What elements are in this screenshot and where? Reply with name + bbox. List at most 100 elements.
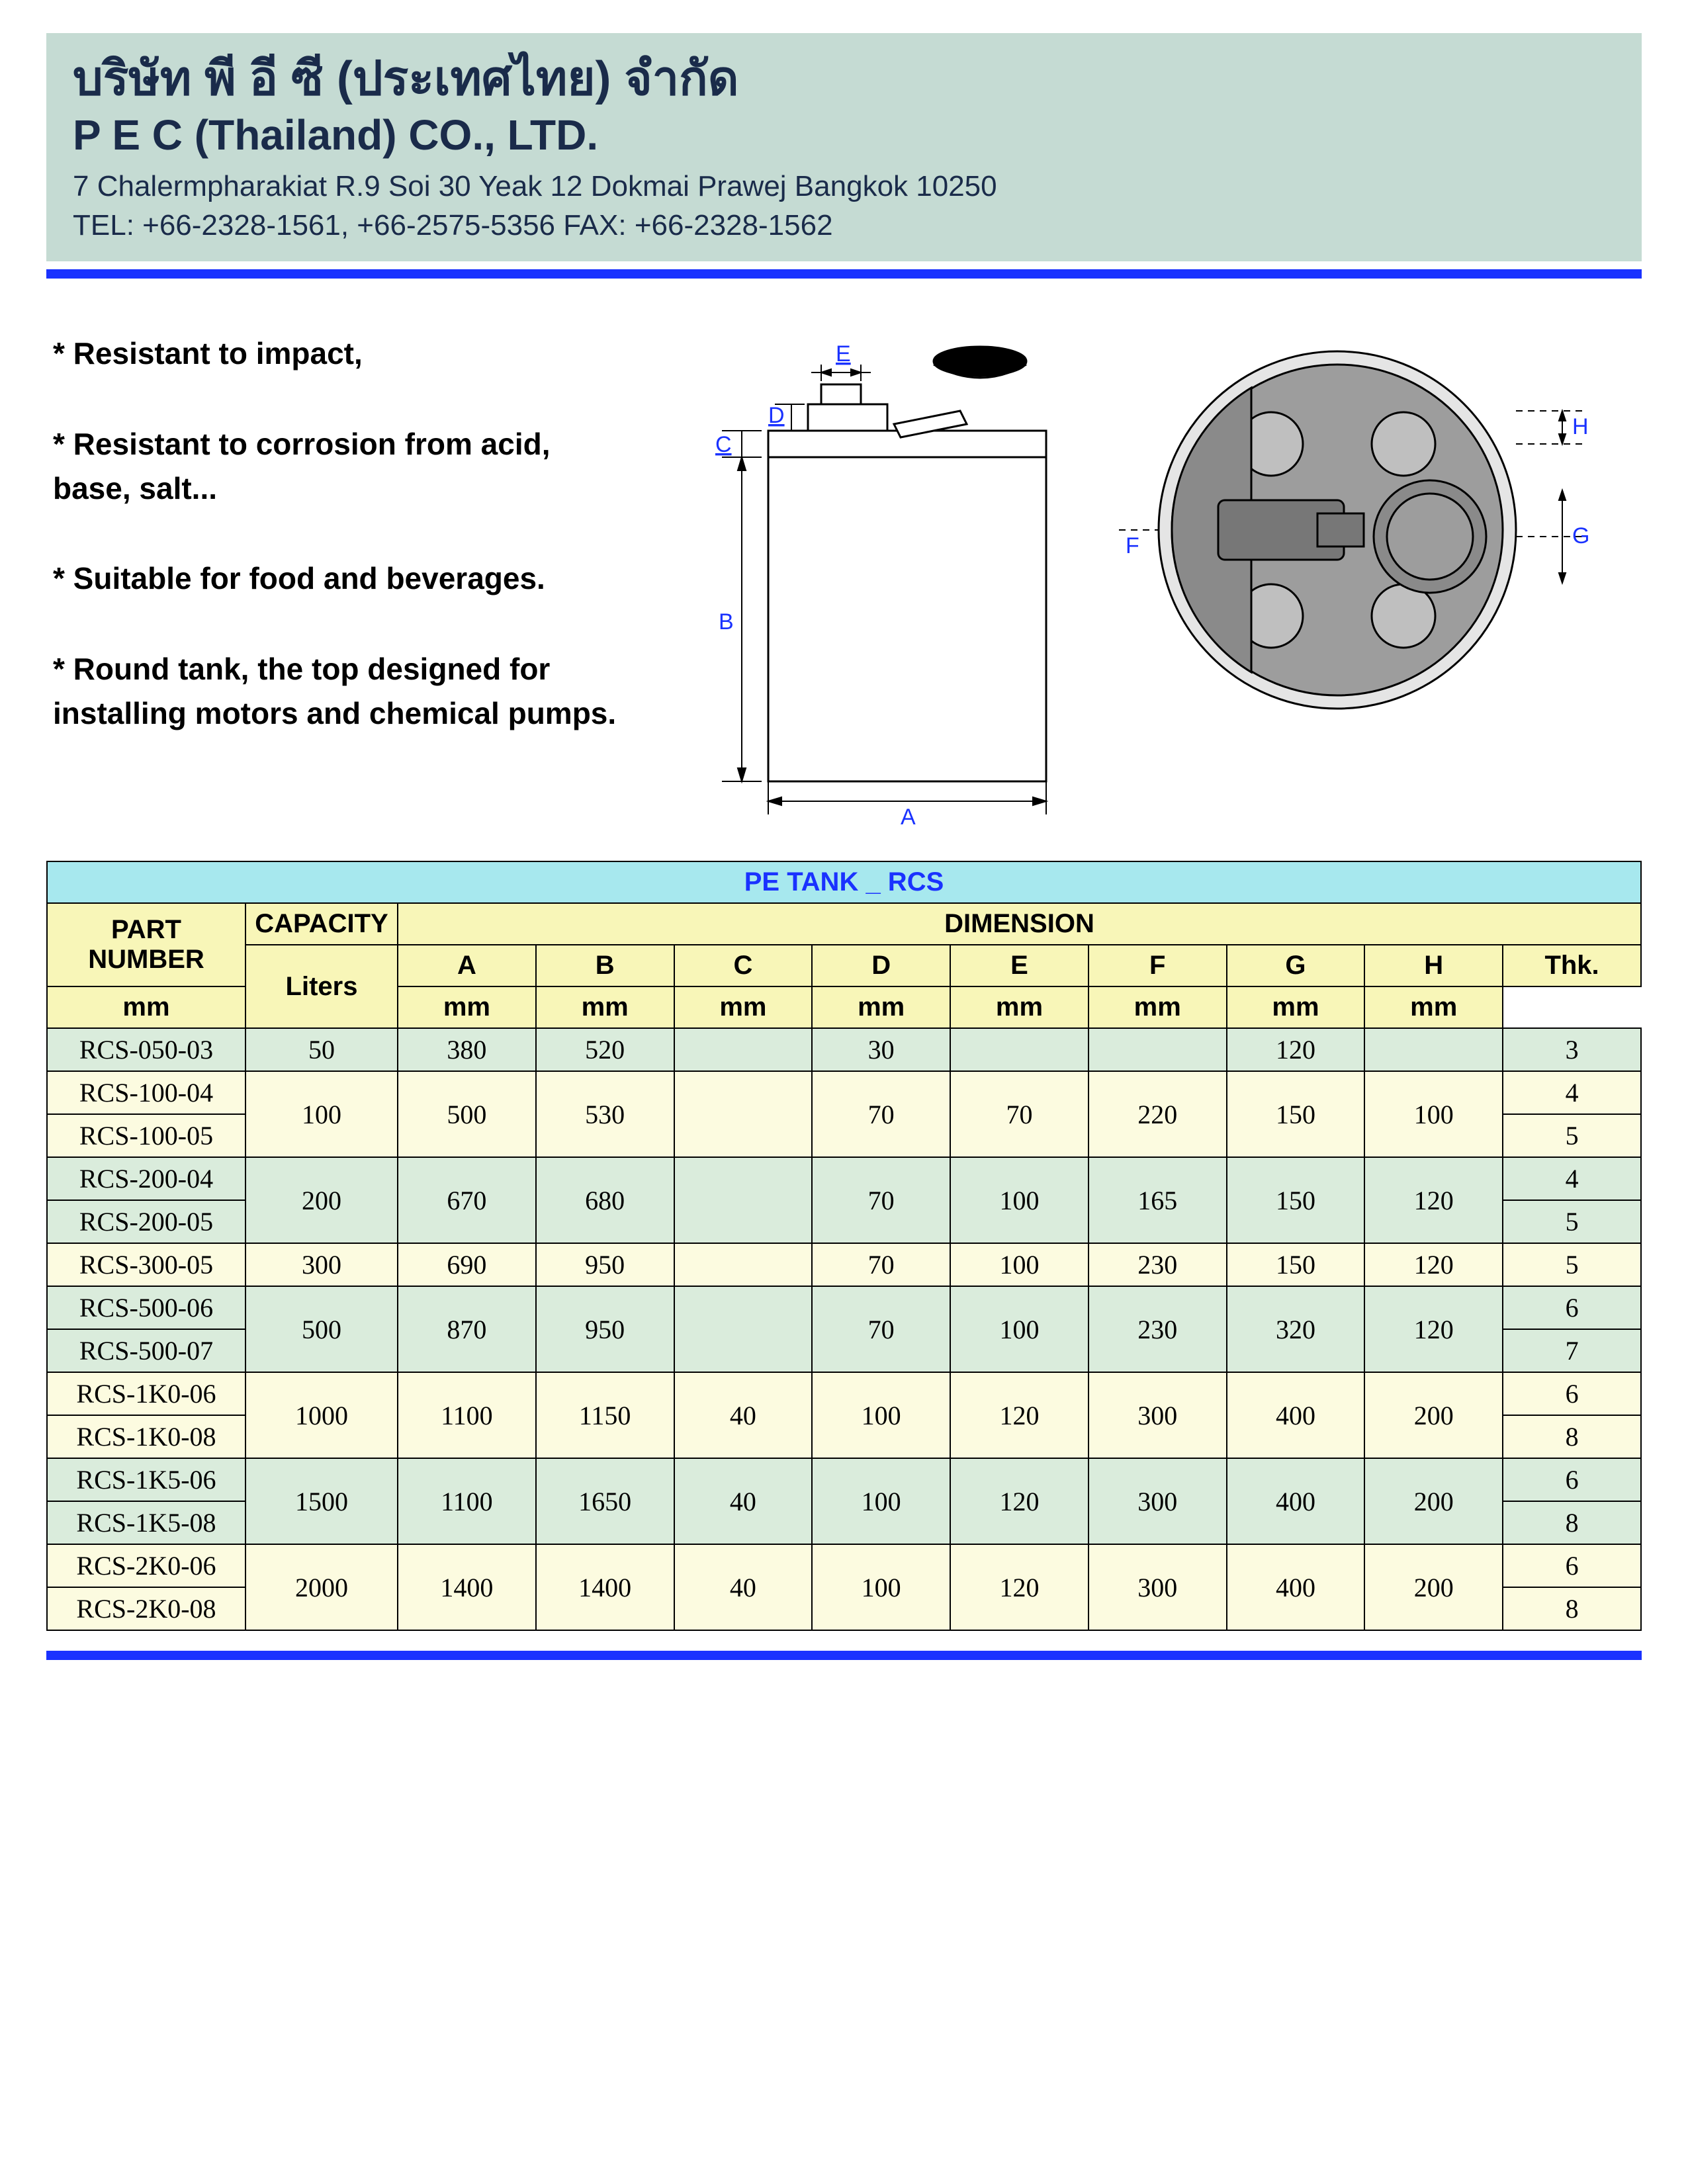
cell-h: 200 xyxy=(1364,1372,1503,1458)
cell-h: 120 xyxy=(1364,1157,1503,1243)
cell-cap: 1500 xyxy=(245,1458,398,1544)
cell-cap: 200 xyxy=(245,1157,398,1243)
cell-g: 120 xyxy=(1227,1028,1365,1071)
hdr-part: PART NUMBER xyxy=(47,903,245,986)
dimension-diagrams: A B C D E xyxy=(642,325,1635,828)
cell-part-number: RCS-2K0-06 xyxy=(47,1544,245,1587)
cell-cap: 50 xyxy=(245,1028,398,1071)
hdr-g: G xyxy=(1227,945,1365,986)
feature-4: * Round tank, the top designed for insta… xyxy=(53,647,622,735)
cell-cap: 500 xyxy=(245,1286,398,1372)
tank-top-view-icon: F G H xyxy=(1119,325,1595,735)
table-row: RCS-2K0-06200014001400401001203004002006 xyxy=(47,1544,1641,1587)
cell-thk: 8 xyxy=(1503,1415,1641,1458)
cell-a: 1100 xyxy=(398,1372,536,1458)
cell-a: 1100 xyxy=(398,1458,536,1544)
cell-thk: 5 xyxy=(1503,1200,1641,1243)
hdr-c: C xyxy=(674,945,813,986)
cell-thk: 4 xyxy=(1503,1157,1641,1200)
unit-mm-g: mm xyxy=(1088,986,1227,1028)
cell-part-number: RCS-200-05 xyxy=(47,1200,245,1243)
cell-part-number: RCS-2K0-08 xyxy=(47,1587,245,1630)
cell-c xyxy=(674,1157,813,1243)
cell-b: 1150 xyxy=(536,1372,674,1458)
cell-g: 150 xyxy=(1227,1157,1365,1243)
unit-mm-thk: mm xyxy=(1364,986,1503,1028)
cell-f: 165 xyxy=(1088,1157,1227,1243)
cell-b: 530 xyxy=(536,1071,674,1157)
cell-a: 690 xyxy=(398,1243,536,1286)
cell-thk: 8 xyxy=(1503,1587,1641,1630)
divider-bottom xyxy=(46,1651,1642,1660)
hdr-b: B xyxy=(536,945,674,986)
cell-c xyxy=(674,1028,813,1071)
table-row: RCS-300-05300690950701002301501205 xyxy=(47,1243,1641,1286)
cell-e: 120 xyxy=(950,1458,1088,1544)
hdr-d: D xyxy=(812,945,950,986)
cell-c xyxy=(674,1243,813,1286)
cell-thk: 6 xyxy=(1503,1458,1641,1501)
dim-label-b: B xyxy=(719,609,734,634)
cell-f: 300 xyxy=(1088,1458,1227,1544)
cell-f: 220 xyxy=(1088,1071,1227,1157)
hdr-f: F xyxy=(1088,945,1227,986)
cell-thk: 3 xyxy=(1503,1028,1641,1071)
feature-1: * Resistant to impact, xyxy=(53,331,622,376)
cell-h xyxy=(1364,1028,1503,1071)
cell-d: 100 xyxy=(812,1458,950,1544)
feature-2: * Resistant to corrosion from acid, base… xyxy=(53,422,622,510)
cell-a: 500 xyxy=(398,1071,536,1157)
cell-e: 100 xyxy=(950,1286,1088,1372)
cell-h: 120 xyxy=(1364,1243,1503,1286)
cell-b: 950 xyxy=(536,1286,674,1372)
feature-list: * Resistant to impact, * Resistant to co… xyxy=(53,325,622,828)
cell-f: 230 xyxy=(1088,1286,1227,1372)
cell-g: 150 xyxy=(1227,1243,1365,1286)
cell-h: 120 xyxy=(1364,1286,1503,1372)
cell-h: 100 xyxy=(1364,1071,1503,1157)
hdr-e: E xyxy=(950,945,1088,986)
cell-c xyxy=(674,1286,813,1372)
cell-part-number: RCS-1K5-08 xyxy=(47,1501,245,1544)
cell-part-number: RCS-1K0-06 xyxy=(47,1372,245,1415)
hdr-capacity: CAPACITY xyxy=(245,903,398,945)
table-row: RCS-050-0350380520301203 xyxy=(47,1028,1641,1071)
unit-mm-d: mm xyxy=(674,986,813,1028)
dim-label-d: D xyxy=(768,403,785,428)
cell-a: 380 xyxy=(398,1028,536,1071)
company-address: 7 Chalermpharakiat R.9 Soi 30 Yeak 12 Do… xyxy=(73,167,1615,206)
divider-top xyxy=(46,269,1642,279)
cell-a: 670 xyxy=(398,1157,536,1243)
cell-e xyxy=(950,1028,1088,1071)
cell-part-number: RCS-100-04 xyxy=(47,1071,245,1114)
dim-label-a: A xyxy=(901,805,916,828)
unit-mm-c: mm xyxy=(536,986,674,1028)
hdr-a: A xyxy=(398,945,536,986)
hdr-h: H xyxy=(1364,945,1503,986)
unit-liters: Liters xyxy=(245,945,398,1028)
cell-thk: 5 xyxy=(1503,1114,1641,1157)
unit-mm-e: mm xyxy=(812,986,950,1028)
cell-b: 520 xyxy=(536,1028,674,1071)
unit-mm-a: mm xyxy=(47,986,245,1028)
cell-g: 400 xyxy=(1227,1458,1365,1544)
cell-c: 40 xyxy=(674,1458,813,1544)
cell-cap: 100 xyxy=(245,1071,398,1157)
cell-c: 40 xyxy=(674,1544,813,1630)
cell-g: 400 xyxy=(1227,1544,1365,1630)
cell-e: 120 xyxy=(950,1544,1088,1630)
cell-e: 70 xyxy=(950,1071,1088,1157)
cell-f: 230 xyxy=(1088,1243,1227,1286)
cell-d: 70 xyxy=(812,1243,950,1286)
cell-f: 300 xyxy=(1088,1544,1227,1630)
cell-f: 300 xyxy=(1088,1372,1227,1458)
company-header: บริษัท พี อี ซี (ประเทศไทย) จำกัด P E C … xyxy=(46,33,1642,261)
cell-d: 30 xyxy=(812,1028,950,1071)
dim-label-f: F xyxy=(1126,533,1139,558)
cell-thk: 6 xyxy=(1503,1544,1641,1587)
cell-e: 100 xyxy=(950,1243,1088,1286)
tank-side-view-icon: A B C D E xyxy=(682,325,1092,828)
cell-part-number: RCS-500-07 xyxy=(47,1329,245,1372)
cell-e: 100 xyxy=(950,1157,1088,1243)
cell-f xyxy=(1088,1028,1227,1071)
